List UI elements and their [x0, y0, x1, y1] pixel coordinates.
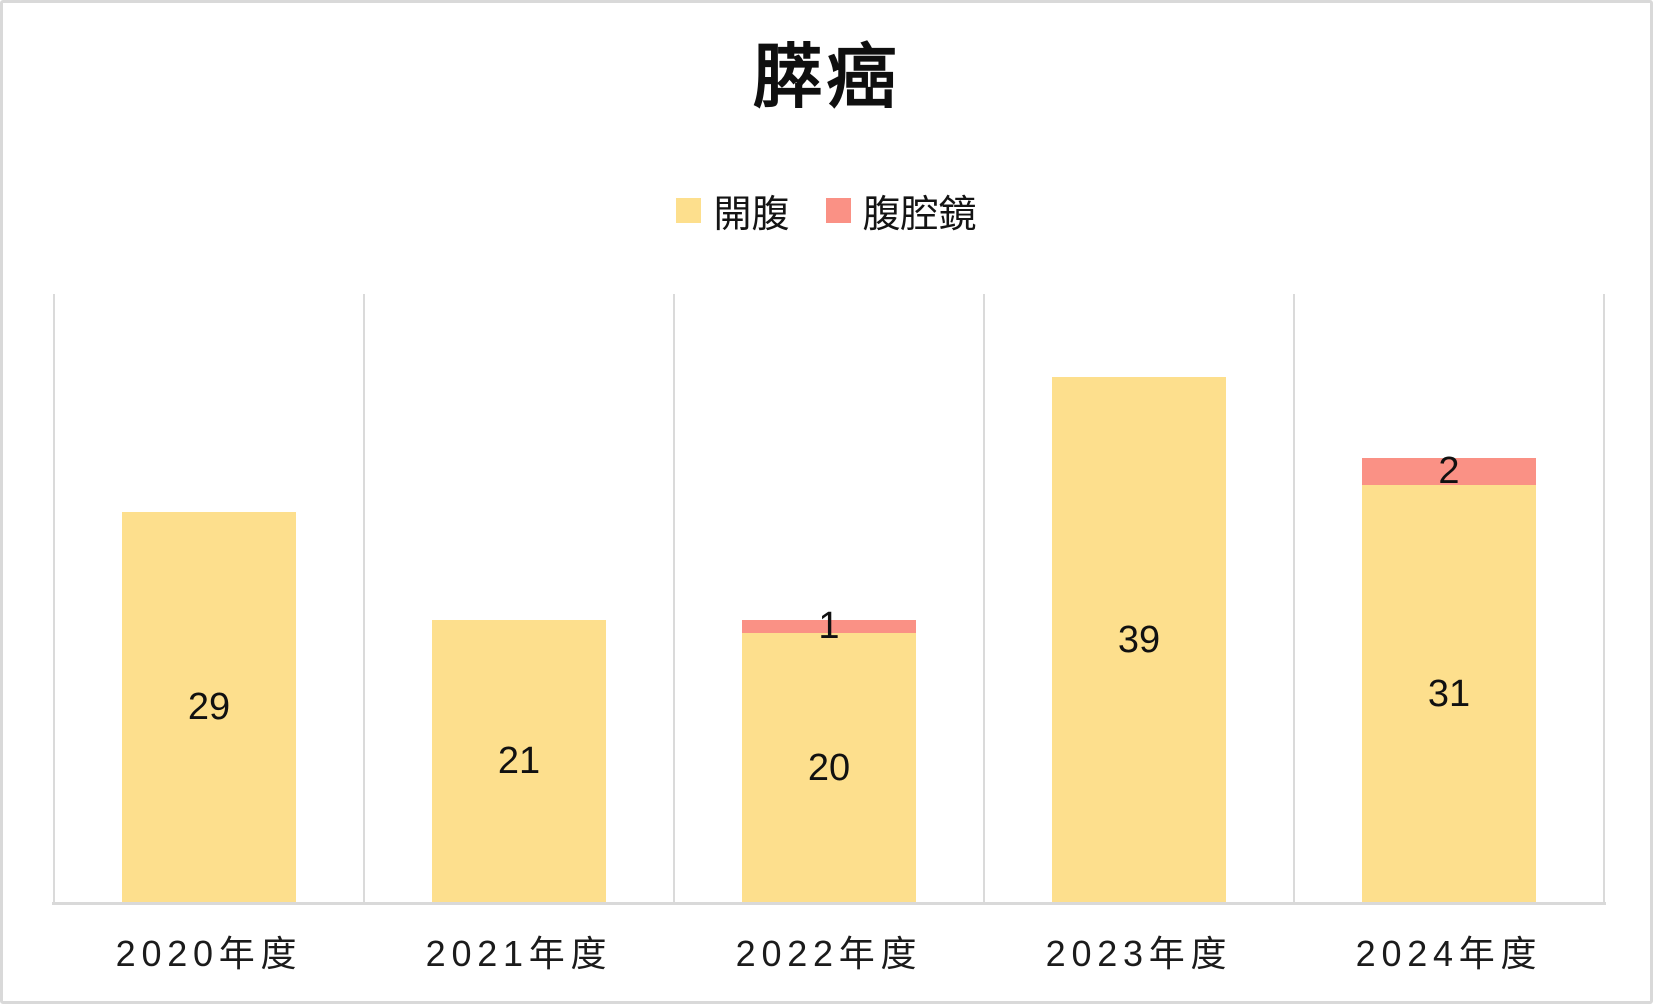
chart-title: 膵癌	[752, 38, 901, 116]
data-label: 21	[497, 740, 541, 783]
vertical-gridline	[1293, 294, 1295, 904]
bar-segment-1-cat-4: 2	[1362, 452, 1536, 490]
legend-label: 開腹	[713, 194, 790, 236]
data-label: 29	[187, 686, 231, 729]
data-label: 31	[1427, 672, 1471, 715]
x-axis-label: 2021年度	[425, 933, 613, 974]
legend-item-1: 腹腔鏡	[825, 183, 977, 238]
data-label: 2	[1438, 450, 1460, 492]
legend-item-0: 開腹	[676, 183, 790, 238]
x-axis-label: 2024年度	[1355, 933, 1543, 974]
vertical-gridline	[53, 294, 55, 904]
bar-segment-0-cat-2: 20	[742, 633, 916, 903]
x-axis-label: 2022年度	[735, 933, 923, 974]
bar-segment-0-cat-0: 29	[122, 511, 296, 903]
bar-segment-1-cat-2: 1	[742, 607, 916, 645]
data-label: 1	[818, 605, 840, 648]
vertical-gridline	[1603, 294, 1605, 904]
data-label: 20	[807, 747, 851, 789]
bar-segment-0-cat-4: 31	[1362, 484, 1536, 903]
data-label: 39	[1117, 618, 1161, 661]
vertical-gridline	[363, 294, 365, 904]
bar-segment-0-cat-3: 39	[1052, 376, 1226, 903]
legend-swatch-icon	[825, 198, 851, 223]
x-axis-label: 2020年度	[115, 933, 303, 974]
bar-segment-0-cat-1: 21	[432, 619, 606, 903]
legend-swatch-icon	[676, 198, 702, 223]
vertical-gridline	[673, 294, 675, 904]
chart-legend: 開腹 腹腔鏡	[3, 183, 1650, 238]
x-axis-label: 2023年度	[1045, 933, 1233, 974]
legend-label: 腹腔鏡	[862, 194, 977, 236]
x-axis-line	[52, 902, 1606, 905]
plot-area: 29 21 20 1 39 31 2 2020年度 2021年度 2022年度 2023年度 2024…	[3, 3, 1650, 1001]
vertical-gridline	[983, 294, 985, 904]
